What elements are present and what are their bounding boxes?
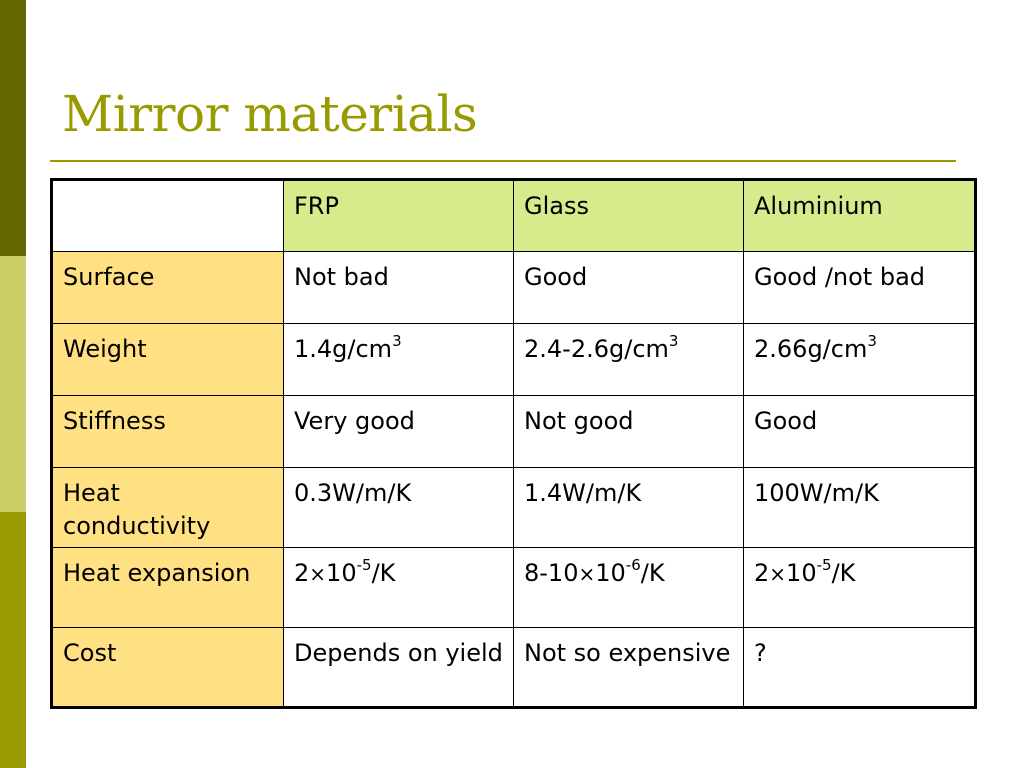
cell-expansion-frp: 2×10-5/K <box>283 547 514 628</box>
superscript: -5 <box>816 556 832 574</box>
sidebar-segment-middle <box>0 256 26 512</box>
unit-text: /K <box>831 559 856 587</box>
table-header-row: FRP Glass Aluminium <box>51 179 976 252</box>
cell-weight-aluminium: 2.66g/cm3 <box>743 323 976 396</box>
value-text: 10 <box>786 559 817 587</box>
sidebar-segment-top <box>0 0 26 256</box>
row-label-stiffness: Stiffness <box>51 395 284 468</box>
value-text: 10 <box>326 559 357 587</box>
materials-table: FRP Glass Aluminium Surface Not bad Good… <box>50 178 977 709</box>
value-text: 2.66g/cm <box>754 335 868 363</box>
cell-conductivity-aluminium: 100W/m/K <box>743 467 976 548</box>
value-text: 2.4-2.6g/cm <box>524 335 669 363</box>
cell-conductivity-frp: 0.3W/m/K <box>283 467 514 548</box>
superscript: -6 <box>625 556 641 574</box>
value-text: 10 <box>595 559 626 587</box>
table-row-heat-conductivity: Heat conductivity 0.3W/m/K 1.4W/m/K 100W… <box>51 467 976 548</box>
row-label-weight: Weight <box>51 323 284 396</box>
unit-text: /K <box>640 559 665 587</box>
value-text: 8-10 <box>524 559 579 587</box>
value-text: 2 <box>754 559 770 587</box>
cell-stiffness-glass: Not good <box>513 395 744 468</box>
cell-weight-glass: 2.4-2.6g/cm3 <box>513 323 744 396</box>
cell-surface-frp: Not bad <box>283 251 514 324</box>
row-label-heat-expansion: Heat expansion <box>51 547 284 628</box>
cell-expansion-glass: 8-10×10-6/K <box>513 547 744 628</box>
cell-conductivity-glass: 1.4W/m/K <box>513 467 744 548</box>
cell-stiffness-frp: Very good <box>283 395 514 468</box>
superscript: 3 <box>668 332 679 350</box>
cell-surface-glass: Good <box>513 251 744 324</box>
table-row-cost: Cost Depends on yield Not so expensive ? <box>51 627 976 708</box>
header-cell-glass: Glass <box>513 179 744 252</box>
times-sign: × <box>578 562 596 586</box>
row-label-cost: Cost <box>51 627 284 708</box>
superscript: -5 <box>356 556 372 574</box>
superscript: 3 <box>867 332 877 350</box>
cell-cost-glass: Not so expensive <box>513 627 744 708</box>
slide-title: Mirror materials <box>62 85 478 143</box>
title-underline <box>50 160 956 162</box>
cell-weight-frp: 1.4g/cm3 <box>283 323 514 396</box>
times-sign: × <box>769 562 787 586</box>
superscript: 3 <box>392 332 402 350</box>
cell-cost-frp: Depends on yield <box>283 627 514 708</box>
cell-cost-aluminium: ? <box>743 627 976 708</box>
sidebar-segment-bottom <box>0 512 26 768</box>
value-text: 1.4g/cm <box>294 335 393 363</box>
row-label-surface: Surface <box>51 251 284 324</box>
table-row-weight: Weight 1.4g/cm3 2.4-2.6g/cm3 2.66g/cm3 <box>51 323 976 396</box>
header-cell-aluminium: Aluminium <box>743 179 976 252</box>
value-text: 2 <box>294 559 310 587</box>
cell-stiffness-aluminium: Good <box>743 395 976 468</box>
sidebar-color-bar <box>0 0 26 768</box>
table-row-stiffness: Stiffness Very good Not good Good <box>51 395 976 468</box>
header-cell-frp: FRP <box>283 179 514 252</box>
table-row-heat-expansion: Heat expansion 2×10-5/K 8-10×10-6/K 2×10… <box>51 547 976 628</box>
cell-expansion-aluminium: 2×10-5/K <box>743 547 976 628</box>
unit-text: /K <box>371 559 396 587</box>
header-cell-empty <box>51 179 284 252</box>
times-sign: × <box>309 562 327 586</box>
table-row-surface: Surface Not bad Good Good /not bad <box>51 251 976 324</box>
cell-surface-aluminium: Good /not bad <box>743 251 976 324</box>
row-label-heat-conductivity: Heat conductivity <box>51 467 284 548</box>
